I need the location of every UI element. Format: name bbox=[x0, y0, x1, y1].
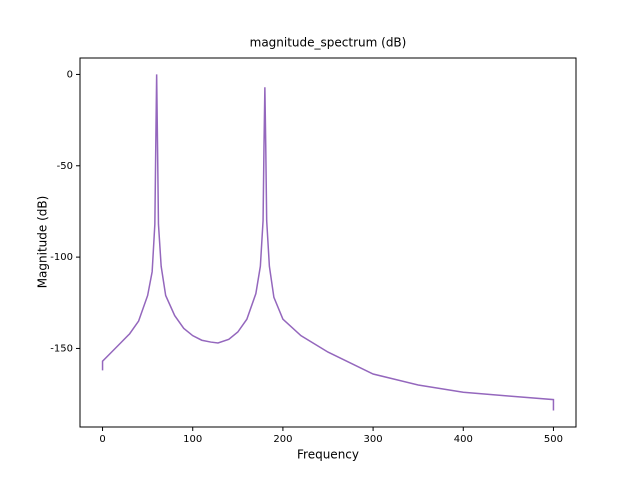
x-tick-label: 400 bbox=[454, 434, 473, 445]
x-tick-label: 300 bbox=[364, 434, 383, 445]
x-tick-label: 500 bbox=[544, 434, 563, 445]
x-tick-label: 0 bbox=[99, 434, 105, 445]
x-axis-label: Frequency bbox=[297, 448, 359, 462]
y-tick-label: -150 bbox=[50, 343, 73, 354]
x-tick-label: 100 bbox=[183, 434, 202, 445]
y-tick-label: -100 bbox=[50, 252, 73, 263]
x-tick-label: 200 bbox=[273, 434, 292, 445]
chart-title: magnitude_spectrum (dB) bbox=[250, 36, 407, 50]
line bbox=[101, 74, 555, 411]
y-tick-label: 0 bbox=[67, 69, 73, 80]
plot-frame bbox=[79, 57, 577, 428]
y-axis-label: Magnitude (dB) bbox=[36, 196, 50, 289]
y-tick-label: -50 bbox=[57, 161, 73, 172]
